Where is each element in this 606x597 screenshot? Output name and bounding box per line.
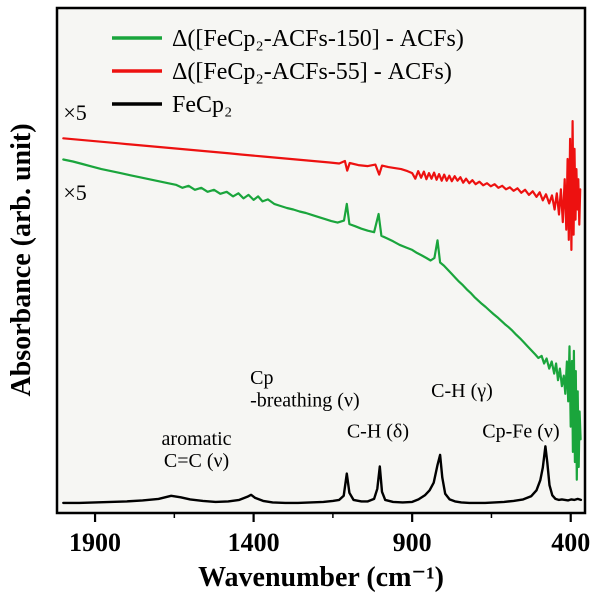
annotation-aromatic-cc: aromatic [162, 428, 232, 450]
annotation-ch-gamma: C-H (γ) [431, 380, 493, 402]
annotation-aromatic-cc: C=C (ν) [164, 450, 229, 472]
legend-label-red: Δ([FeCp₂-ACFs-55] - ACFs) [172, 59, 452, 85]
x-tick-label: 1400 [228, 528, 280, 557]
series-line [62, 119, 582, 251]
series-line [62, 445, 583, 505]
annotation-scale-factor-red: ×5 [63, 100, 86, 125]
legend-item-black: FeCp₂ [112, 92, 232, 118]
legend-item-green: Δ([FeCp₂-ACFs-150] - ACFs) [112, 26, 464, 52]
x-tick-label: 1900 [69, 528, 121, 557]
series-line [62, 158, 582, 481]
axis-ticks: 1900 1400 900 400 [69, 513, 590, 557]
annotation-scale-factor-green: ×5 [63, 180, 86, 205]
x-tick-label: 400 [551, 528, 590, 557]
annotation-cp-breathing: -breathing (ν) [250, 390, 360, 412]
legend: Δ([FeCp₂-ACFs-150] - ACFs) Δ([FeCp₂-ACFs… [112, 26, 464, 118]
legend-label-black: FeCp₂ [172, 92, 232, 118]
y-axis-title: Absorbance (arb. unit) [6, 123, 37, 396]
legend-label-green: Δ([FeCp₂-ACFs-150] - ACFs) [172, 26, 464, 52]
annotation-cp-breathing: Cp [250, 367, 273, 389]
x-axis-title: Wavenumber (cm⁻¹) [198, 562, 444, 593]
plot-area [57, 8, 585, 513]
plot-border [55, 6, 587, 515]
x-tick-label: 900 [393, 528, 432, 557]
annotation-cp-fe: Cp-Fe (ν) [482, 420, 559, 442]
legend-item-red: Δ([FeCp₂-ACFs-55] - ACFs) [112, 59, 452, 85]
annotation-ch-delta: C-H (δ) [347, 420, 409, 442]
series-layer [62, 119, 583, 505]
